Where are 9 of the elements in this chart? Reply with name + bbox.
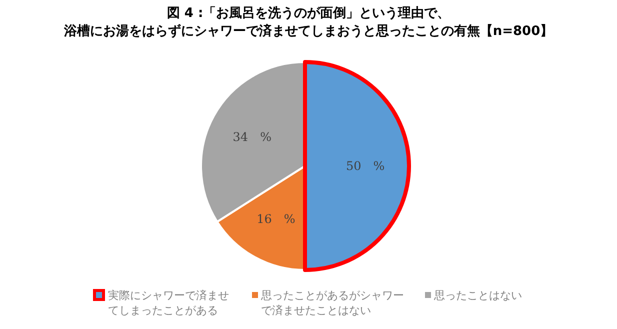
data-label: 50 % — [346, 159, 385, 173]
chart-title: 図 4 :「お風呂を洗うのが面倒」という理由で、 — [166, 5, 452, 22]
data-label: 16 % — [256, 212, 296, 226]
pie-slice — [303, 60, 411, 272]
legend-label: 思ったことがあるがシャワーで済ませたことはない — [261, 288, 405, 318]
data-label: 34 % — [232, 130, 272, 144]
legend-label: 思ったことはない — [434, 288, 523, 303]
chart-subtitle: 浴槽にお湯をはらずにシャワーで済ませてしまおうと思ったことの有無【n=800】 — [62, 22, 554, 40]
legend-label: 実際にシャワーで済ませてしまったことがある — [108, 288, 230, 318]
